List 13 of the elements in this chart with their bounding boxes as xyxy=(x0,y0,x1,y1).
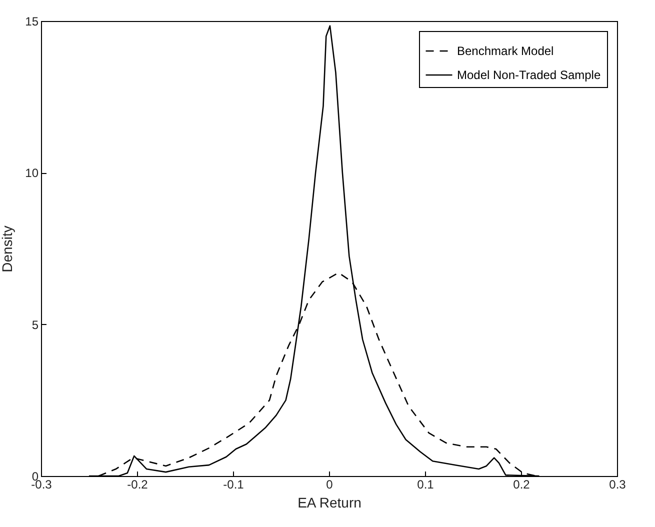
y-tick-label: 5 xyxy=(32,318,39,332)
x-tick-label: 0 xyxy=(326,478,334,492)
y-axis-title: Density xyxy=(0,226,16,272)
x-tick-label: -0.2 xyxy=(127,478,148,492)
x-tick-label: 0.3 xyxy=(609,478,626,492)
x-tick-label: -0.1 xyxy=(223,478,244,492)
x-tick-label: 0.2 xyxy=(513,478,530,492)
legend-label: Model Non-Traded Sample xyxy=(457,68,601,82)
y-tick-label: 10 xyxy=(25,166,39,180)
x-tick-label: 0.1 xyxy=(417,478,434,492)
y-tick-label: 15 xyxy=(25,14,39,28)
x-axis-title: EA Return xyxy=(298,494,362,510)
legend-label: Benchmark Model xyxy=(457,44,554,58)
